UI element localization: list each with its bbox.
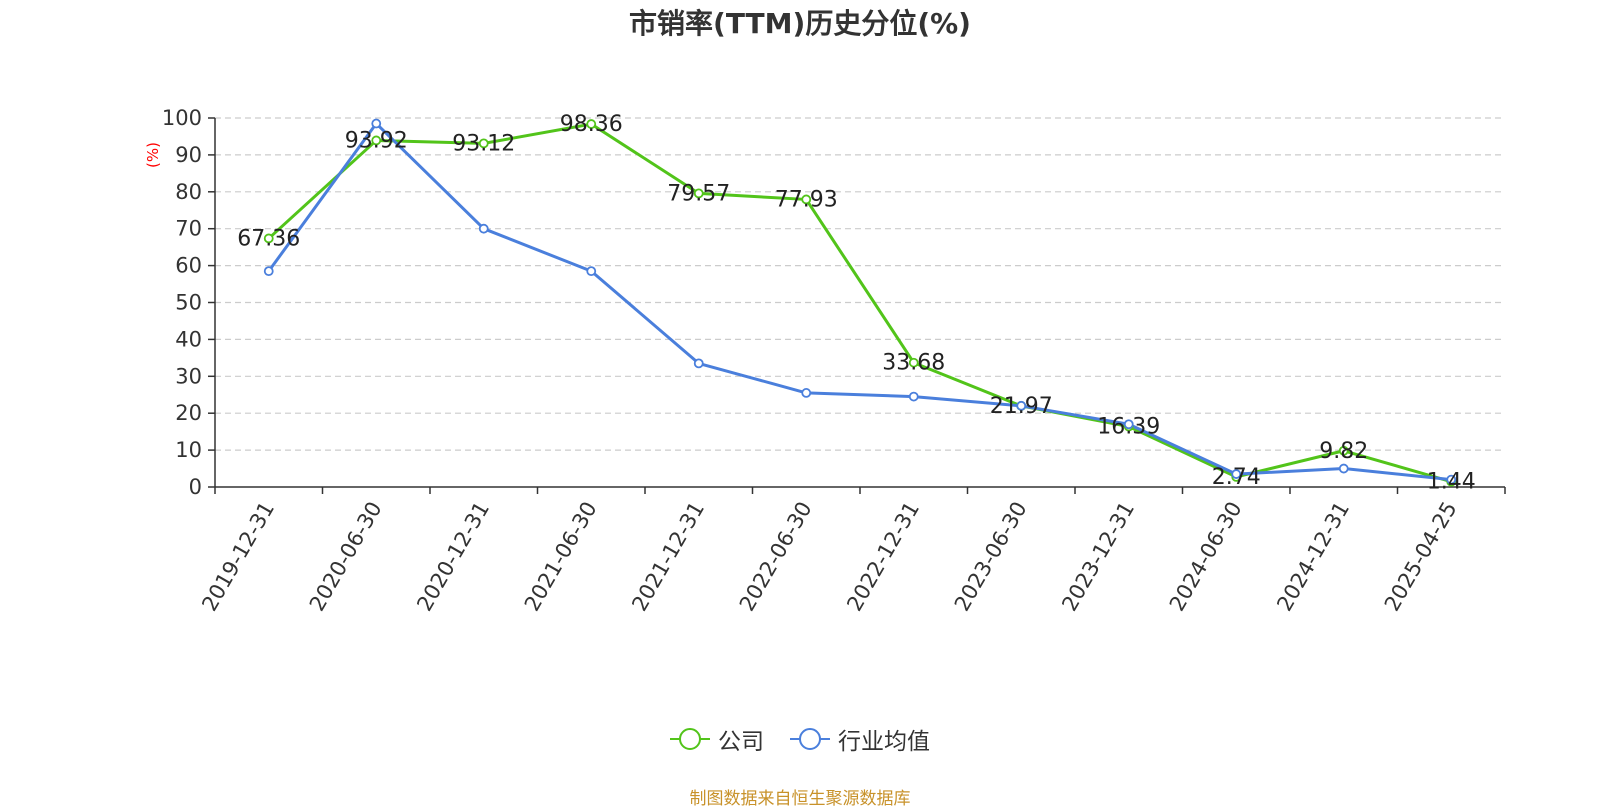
series-0-point (371, 135, 382, 146)
source-note: 制图数据来自恒生聚源数据库 (689, 789, 911, 809)
legend: 公司 行业均值 (0, 722, 1600, 756)
series-1-point (478, 223, 489, 234)
legend-company-marker-icon (670, 728, 710, 750)
x-tick-label: 2021-06-30 (520, 498, 602, 616)
y-tick-label: 40 (175, 327, 202, 351)
series-1-point (586, 266, 597, 277)
series-1-point (263, 266, 274, 277)
series-0-point (801, 194, 812, 205)
data-label: 77.93 (775, 187, 838, 212)
series-1-point (1123, 419, 1134, 430)
x-tick-label: 2025-04-25 (1380, 498, 1462, 616)
series-0-point (586, 119, 597, 129)
series-1-point (371, 118, 382, 129)
legend-company-label: 公司 (718, 729, 764, 755)
series-line-1 (267, 122, 1452, 482)
data-labels: 67.36 93.92 93.12 98.36 79.57 77.93 33.68 21.97… (237, 112, 1475, 495)
x-tick-label: 2020-06-30 (305, 498, 387, 616)
data-label: 98.36 (560, 112, 623, 137)
data-label: 33.68 (882, 351, 945, 376)
y-tick-label: 100 (162, 106, 202, 130)
y-tick-label: 60 (175, 254, 202, 278)
x-tick-label: 2024-06-30 (1165, 498, 1247, 616)
series-0-point (908, 357, 919, 368)
y-tick-label: 0 (189, 475, 202, 499)
x-tick-label: 2024-12-31 (1272, 498, 1354, 616)
x-tick-label: 2022-06-30 (735, 498, 817, 616)
series-0-point (1338, 445, 1349, 456)
series-1-point (908, 391, 919, 402)
data-label: 21.97 (990, 394, 1053, 419)
x-tick-label: 2020-12-31 (412, 498, 494, 616)
series-0-point (693, 188, 704, 199)
x-tick-label: 2023-06-30 (950, 498, 1032, 616)
x-tick-label: 2021-12-31 (627, 498, 709, 616)
series-1-point (1446, 474, 1457, 485)
y-tick-labels: 0 10 20 30 40 50 60 70 80 90 100 (162, 106, 202, 499)
legend-industry-marker-icon (790, 728, 830, 750)
series (263, 118, 1457, 487)
data-label: 93.92 (345, 128, 408, 153)
data-label: 9.82 (1319, 439, 1368, 464)
series-0-point (263, 233, 274, 244)
axes (208, 117, 1506, 494)
x-tick-label: 2019-12-31 (197, 498, 279, 616)
y-tick-label: 30 (175, 364, 202, 388)
data-label: 79.57 (667, 181, 730, 206)
x-tick-labels: 2019-12-31 2020-06-30 2020-12-31 2021-06-30… (197, 498, 1461, 616)
legend-item-company[interactable]: 公司 (670, 722, 764, 756)
x-tick-label: 2023-12-31 (1057, 498, 1139, 616)
data-label: 67.36 (237, 226, 300, 251)
series-1-point (1338, 463, 1349, 474)
y-tick-label: 70 (175, 217, 202, 241)
data-label: 16.39 (1097, 415, 1160, 440)
series-1-point (693, 358, 704, 369)
gridlines (215, 117, 1505, 451)
y-tick-label: 80 (175, 180, 202, 204)
x-tick-label: 2022-12-31 (842, 498, 924, 616)
legend-industry-label: 行业均值 (838, 729, 930, 755)
data-label: 93.12 (452, 131, 515, 156)
series-1-point (1016, 400, 1027, 411)
series-1-point (1231, 469, 1242, 479)
y-tick-label: 90 (175, 143, 202, 167)
series-1-point (801, 388, 812, 398)
y-tick-label: 20 (175, 401, 202, 425)
data-label: 2.74 (1212, 465, 1261, 490)
y-axis-label: (%) (144, 142, 162, 168)
legend-item-industry[interactable]: 行业均值 (790, 722, 930, 756)
y-tick-label: 10 (175, 438, 202, 462)
y-tick-label: 50 (175, 291, 202, 315)
data-label: 1.44 (1427, 470, 1476, 495)
chart-title: 市销率(TTM)历史分位(%) (629, 7, 971, 40)
series-0-point (478, 138, 489, 149)
